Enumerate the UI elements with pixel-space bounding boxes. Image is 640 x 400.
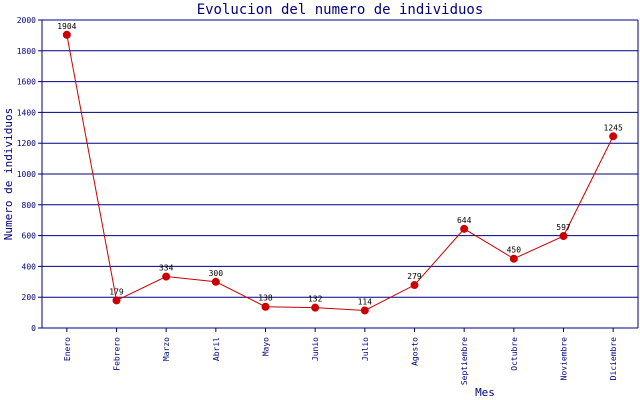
data-label: 1904 — [57, 22, 76, 31]
y-tick-label: 800 — [22, 201, 37, 210]
data-points — [62, 30, 618, 315]
data-point — [62, 30, 71, 39]
data-point — [311, 303, 320, 312]
data-point — [261, 302, 270, 311]
data-label: 138 — [258, 294, 273, 303]
x-axis-title: Mes — [475, 386, 495, 399]
data-label: 132 — [308, 295, 323, 304]
data-point — [360, 306, 369, 315]
series-lines — [66, 34, 614, 311]
data-label: 1245 — [604, 123, 623, 132]
y-tick-label: 2000 — [17, 16, 36, 25]
y-tick-label: 1000 — [17, 170, 36, 179]
x-tick-label: Diciembre — [609, 337, 618, 381]
x-tick-label: Julio — [361, 337, 370, 361]
x-tick-label: Agosto — [411, 337, 420, 366]
data-labels: 1904 179 334 300 138 132 114 279 644 450 597 1245 — [57, 22, 623, 307]
data-label: 114 — [358, 297, 373, 306]
data-label: 450 — [507, 246, 522, 255]
y-tick-label: 0 — [31, 324, 36, 333]
data-label: 300 — [209, 269, 224, 278]
x-axis-ticks: Enero Febrero Marzo Abril Mayo Junio Julio Agos… — [63, 328, 618, 385]
data-point — [559, 232, 568, 241]
x-tick-label: Noviembre — [560, 337, 569, 381]
x-tick-label: Marzo — [162, 337, 171, 361]
x-tick-label: Febrero — [113, 337, 122, 371]
data-point — [211, 277, 220, 286]
data-label: 644 — [457, 216, 472, 225]
x-tick-label: Septiembre — [460, 337, 469, 385]
data-label: 334 — [159, 264, 174, 273]
chart-title: Evolucion del numero de individuos — [197, 2, 484, 18]
x-tick-label: Mayo — [262, 337, 271, 356]
data-label: 179 — [109, 287, 124, 296]
series-line — [66, 34, 614, 311]
x-tick-label: Enero — [63, 337, 72, 361]
y-axis-ticks: 0 200 400 600 800 1000 1200 1400 1600 1800 2000 — [17, 16, 42, 333]
y-tick-label: 1600 — [17, 78, 36, 87]
grid-lines — [42, 19, 638, 298]
y-tick-label: 200 — [22, 293, 37, 302]
data-point — [410, 281, 419, 290]
y-tick-label: 400 — [22, 262, 37, 271]
x-tick-label: Abril — [212, 337, 221, 361]
data-point — [112, 296, 121, 305]
x-tick-label: Junio — [311, 337, 320, 361]
data-label: 597 — [556, 223, 571, 232]
y-axis-title: Numero de individuos — [2, 108, 15, 240]
y-tick-label: 1400 — [17, 108, 36, 117]
y-tick-label: 1200 — [17, 139, 36, 148]
y-tick-label: 1800 — [17, 47, 36, 56]
data-point — [162, 272, 171, 281]
data-point — [509, 254, 518, 263]
data-point — [460, 224, 469, 233]
data-point — [609, 132, 618, 141]
y-tick-label: 600 — [22, 232, 37, 241]
data-label: 279 — [407, 272, 422, 281]
x-tick-label: Octubre — [510, 337, 519, 371]
